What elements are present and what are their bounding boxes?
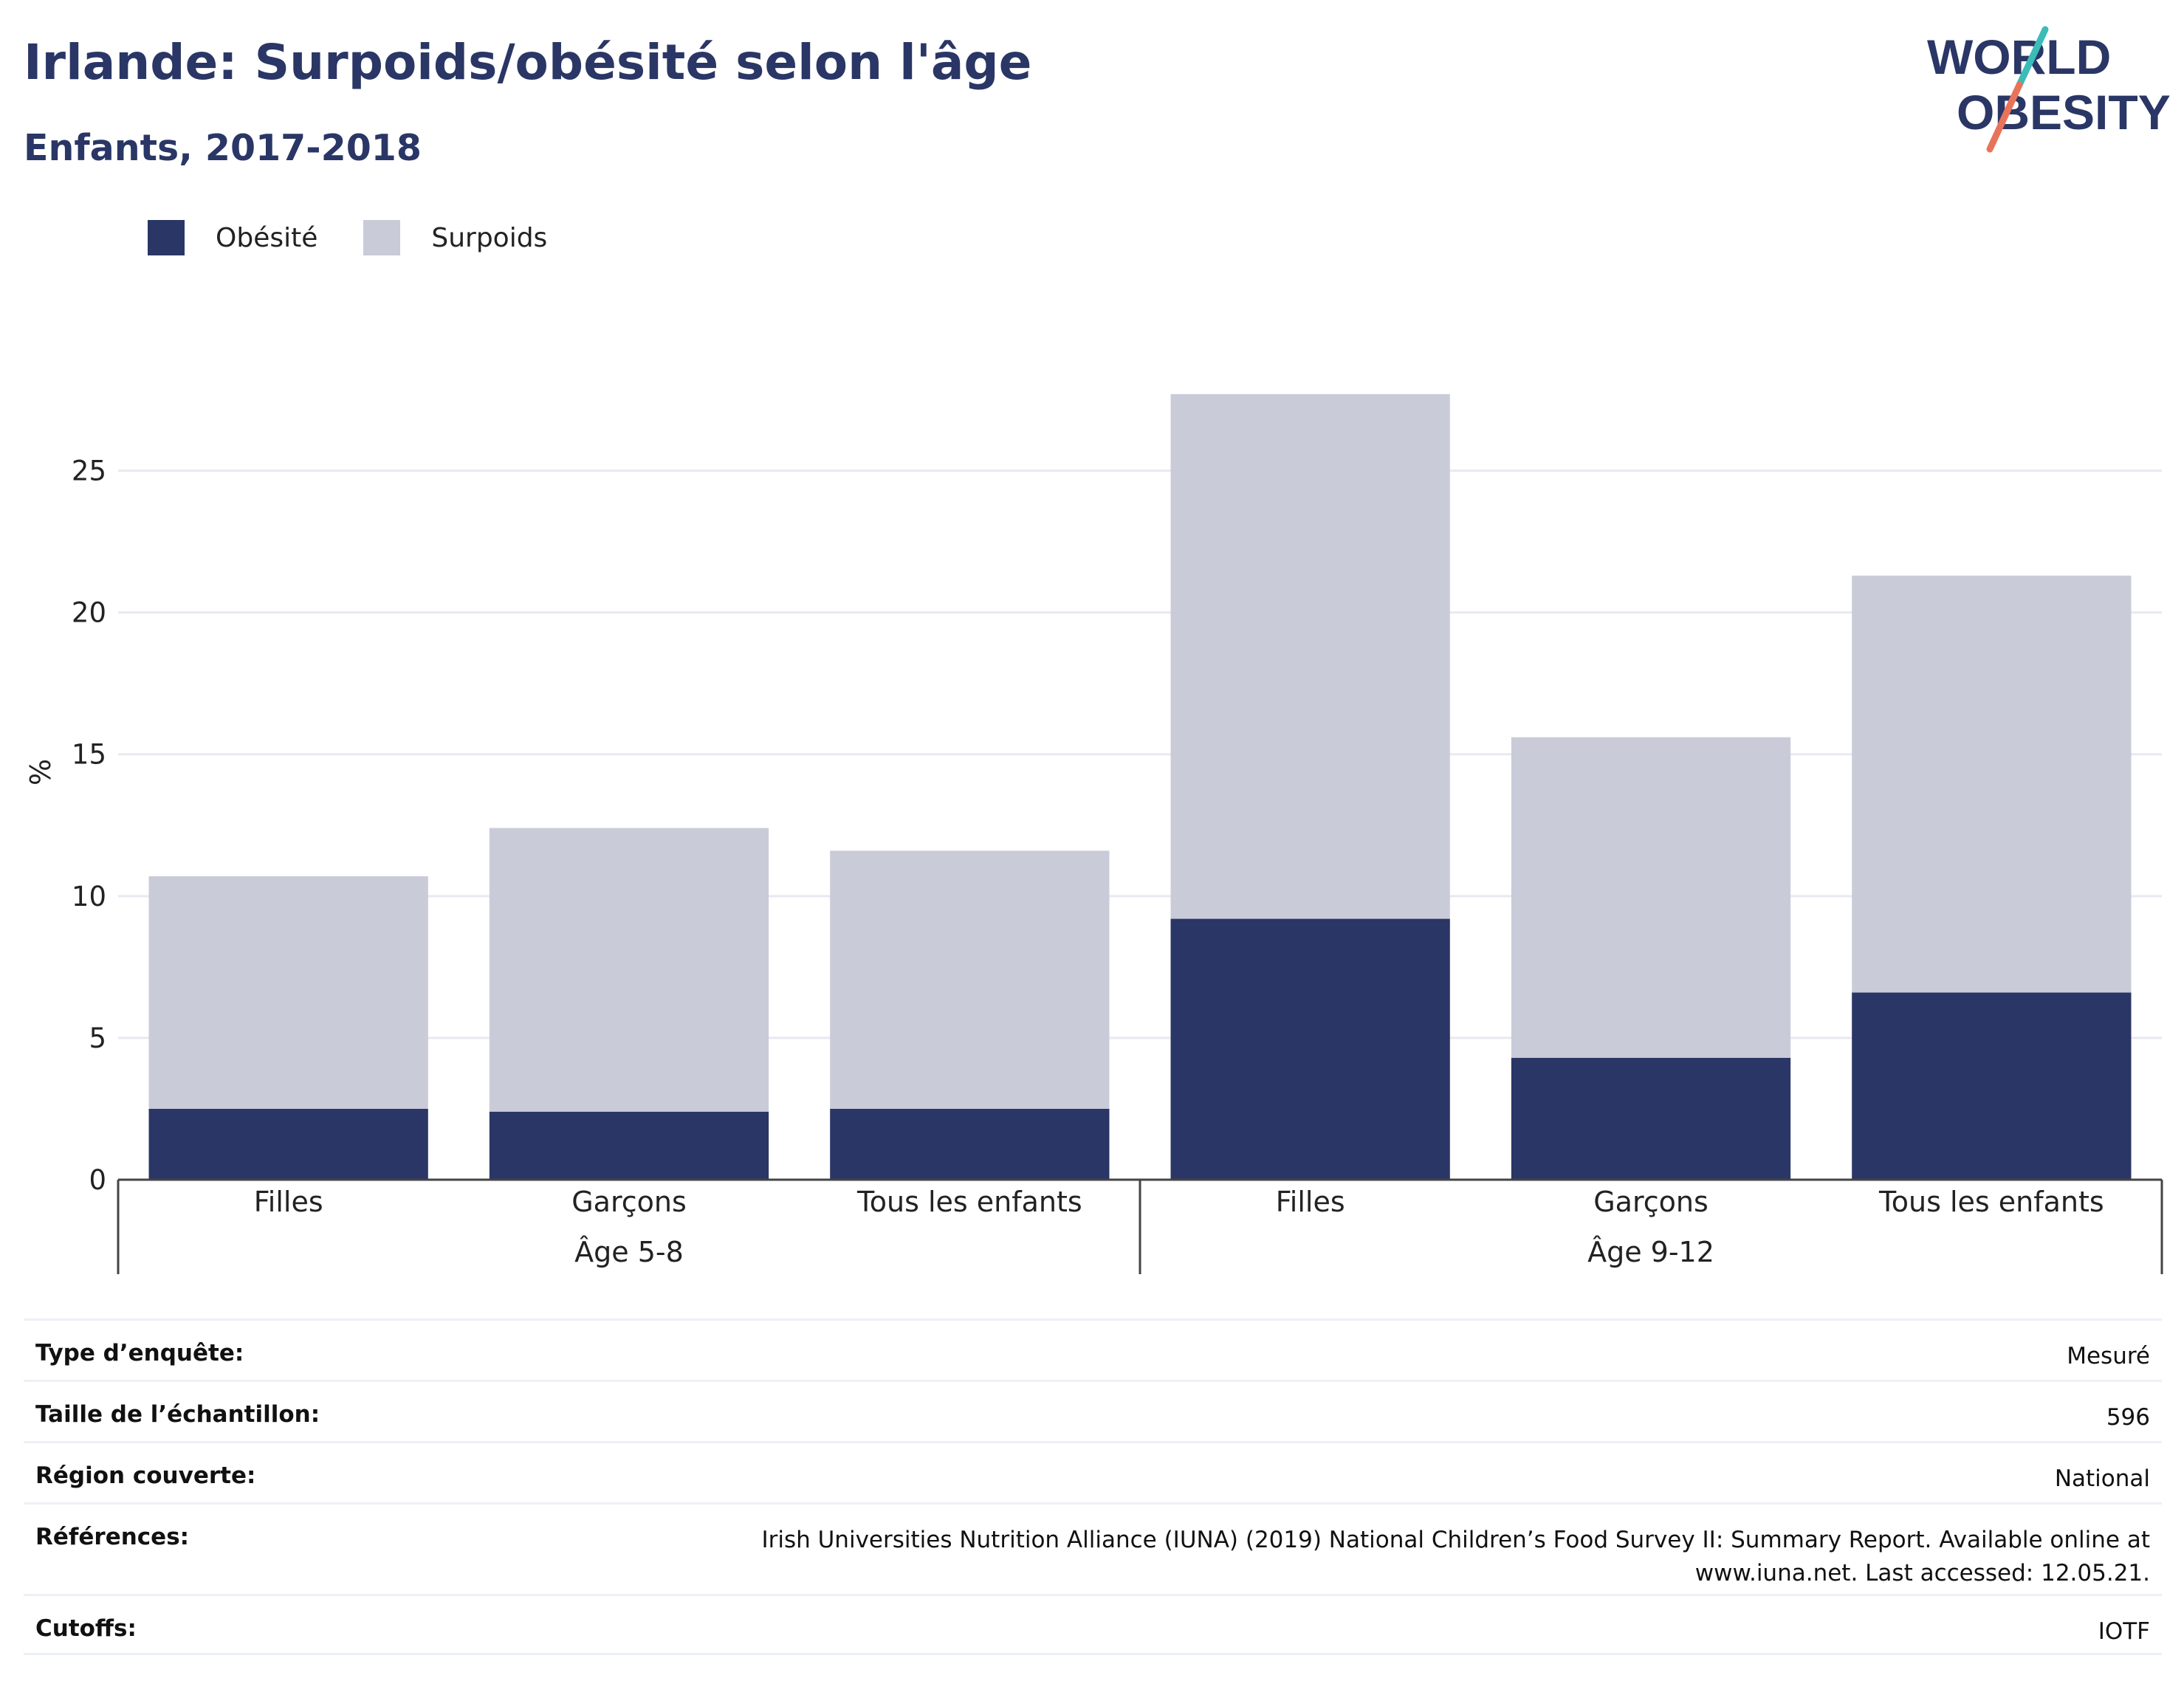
chart-subtitle: Enfants, 2017-2018 [24,127,422,169]
info-row: Région couverte: National [24,1441,2162,1502]
bar-obesite-2[interactable] [830,1108,1110,1180]
info-key: Taille de l’échantillon: [35,1401,320,1428]
x-tick-label: Tous les enfants [1878,1186,2104,1218]
y-tick-label: 25 [72,455,106,487]
y-tick-label: 15 [72,739,106,771]
info-value: Irish Universities Nutrition Alliance (I… [761,1527,2150,1586]
info-value: 596 [2106,1404,2150,1431]
legend-item-surpoids[interactable]: Surpoids [363,220,547,255]
x-tick-label: Filles [1276,1186,1345,1218]
bar-obesite-4[interactable] [1511,1057,1791,1180]
bar-surpoids-5[interactable] [1852,575,2132,993]
y-tick-label: 5 [89,1022,106,1054]
info-key: Région couverte: [35,1462,256,1489]
info-row: Références: Irish Universities Nutrition … [24,1502,2162,1594]
survey-info-table: Type d’enquête: Mesuré Taille de l’échanti… [24,1318,2162,1655]
bar-obesite-1[interactable] [489,1111,769,1180]
y-tick-label: 10 [72,881,106,912]
group-label: Âge 5-8 [574,1236,684,1268]
bar-obesite-0[interactable] [148,1108,428,1180]
legend-label-obesite: Obésité [216,222,318,253]
y-tick-label: 20 [72,597,106,629]
x-tick-label: Garçons [1593,1186,1709,1218]
world-obesity-logo: WORLD OBESITY [1927,26,2171,153]
x-tick-label: Garçons [571,1186,687,1218]
group-label: Âge 9-12 [1587,1236,1714,1268]
bars [148,393,2132,1180]
y-axis-label: % [24,759,57,785]
bar-surpoids-4[interactable] [1511,737,1791,1058]
bar-obesite-3[interactable] [1170,918,1450,1180]
logo-line2: OBESITY [1957,85,2171,140]
legend-swatch-surpoids [363,220,401,255]
bar-surpoids-0[interactable] [148,876,428,1109]
bar-surpoids-2[interactable] [830,850,1110,1109]
info-row: Taille de l’échantillon: 596 [24,1380,2162,1441]
x-tick-label: Tous les enfants [856,1186,1082,1218]
legend-item-obesite[interactable]: Obésité [148,220,317,255]
y-tick-label: 0 [89,1164,106,1196]
bar-chart: 0 5 10 15 20 25 Filles Garçons Tous les enfants F… [24,393,2163,1274]
x-tick-label: Filles [254,1186,323,1218]
legend-swatch-obesite [148,220,185,255]
chart-title: Irlande: Surpoids/obésité selon l'âge [24,34,1032,91]
logo-line1: WORLD [1927,30,2111,84]
info-key: Type d’enquête: [35,1340,244,1366]
info-row: Type d’enquête: Mesuré [24,1318,2162,1380]
legend: Obésité Surpoids [148,220,593,255]
gridlines [118,470,2162,1039]
info-key: Cutoffs: [35,1615,137,1642]
info-value: IOTF [2098,1618,2150,1645]
info-value: National [2054,1465,2150,1492]
bar-surpoids-3[interactable] [1170,393,1450,919]
bar-obesite-5[interactable] [1852,992,2132,1180]
axes: 0 5 10 15 20 25 Filles Garçons Tous les enfants F… [72,455,2163,1274]
info-value: Mesuré [2067,1343,2150,1369]
legend-label-surpoids: Surpoids [431,222,548,253]
bar-surpoids-1[interactable] [489,828,769,1112]
logo-slash-teal [2016,26,2049,89]
logo-slash-coral [1986,81,2023,153]
info-key: Références: [35,1524,190,1550]
info-row: Cutoffs: IOTF [24,1594,2162,1655]
